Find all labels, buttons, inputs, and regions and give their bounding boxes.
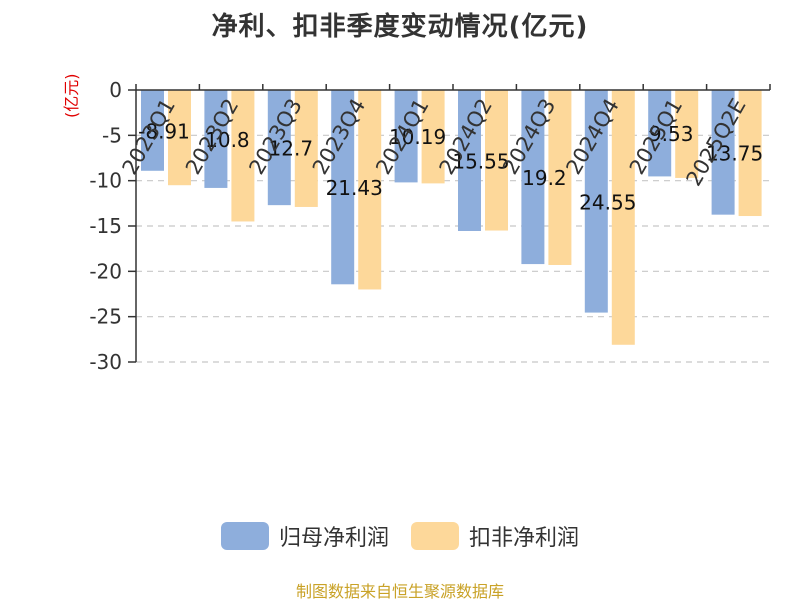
- bar-series1: [584, 90, 608, 313]
- y-tick-label: -20: [89, 259, 122, 283]
- data-label: 19.2: [522, 166, 567, 190]
- bar-series1: [648, 90, 672, 177]
- bar-series2: [231, 90, 255, 222]
- legend-item-series2[interactable]: 扣非净利润: [411, 520, 579, 552]
- y-tick-label: -30: [89, 350, 122, 374]
- bar-series1: [711, 90, 735, 215]
- bar-series2: [611, 90, 635, 345]
- data-label: 15.55: [452, 149, 509, 173]
- bar-series2: [675, 90, 699, 178]
- bar-series1: [458, 90, 481, 231]
- data-label: 10.19: [389, 125, 446, 149]
- data-label: 10.8: [205, 128, 250, 152]
- legend-label-series1: 归母净利润: [278, 526, 389, 551]
- y-tick-label: -15: [89, 214, 122, 238]
- bar-series2: [421, 90, 445, 184]
- y-tick-label: -25: [89, 305, 122, 329]
- bar-series2: [294, 90, 318, 207]
- legend: 归母净利润 扣非净利润: [0, 520, 800, 552]
- bar-series2: [358, 90, 382, 290]
- data-label: 21.43: [326, 176, 383, 200]
- data-label: 13.75: [706, 141, 763, 165]
- y-tick-label: 0: [109, 78, 122, 102]
- bar-series1: [267, 90, 291, 206]
- bar-series2: [738, 90, 762, 217]
- bar-series1: [141, 90, 164, 171]
- legend-swatch-series1: [220, 522, 269, 550]
- legend-item-series1[interactable]: 归母净利润: [220, 520, 389, 552]
- legend-label-series2: 扣非净利润: [469, 526, 580, 551]
- chart-title: 净利、扣非季度变动情况(亿元): [211, 12, 589, 42]
- source-note: 制图数据来自恒生聚源数据库: [295, 582, 504, 601]
- bar-series2: [548, 90, 572, 265]
- data-label: -8.91: [138, 119, 190, 143]
- bar-series2: [485, 90, 508, 231]
- y-tick-label: -5: [102, 123, 122, 147]
- y-tick-label: -10: [89, 169, 122, 193]
- bar-series1: [204, 90, 228, 188]
- legend-swatch-series2: [411, 522, 459, 550]
- data-label: 12.7: [269, 137, 314, 161]
- bar-series1: [521, 90, 545, 265]
- data-label: 24.55: [579, 190, 636, 214]
- bar-series2: [168, 90, 191, 186]
- data-label: 9.53: [649, 122, 694, 146]
- bar-series1: [394, 90, 418, 183]
- bar-series1: [331, 90, 355, 285]
